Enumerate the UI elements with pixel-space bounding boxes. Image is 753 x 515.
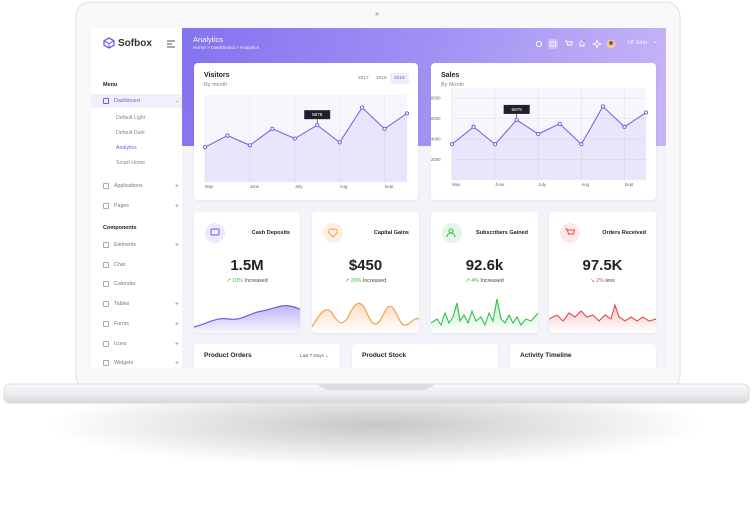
menu-label: Icons xyxy=(114,341,127,347)
menu-item[interactable]: Widgets + xyxy=(103,357,182,368)
menu-item[interactable]: Elements + xyxy=(103,239,182,251)
submenu-item[interactable]: Smart Home xyxy=(116,160,146,166)
stat-value: 92.6k xyxy=(465,257,504,274)
stat-value: 97.5K xyxy=(582,257,623,274)
stat-value: 1.5M xyxy=(230,257,264,274)
menu-item[interactable]: Forms + xyxy=(103,318,182,330)
stat-title: Cash Deposits xyxy=(251,230,290,236)
year-tab[interactable]: 2018 xyxy=(376,76,387,81)
sidebar: Sofbox Menu Dashboard ⌄ Default Light Def… xyxy=(91,28,182,368)
stat-card: Orders Received 97.5K ↘ 2% less xyxy=(549,212,656,333)
menu-heading: Menu xyxy=(103,82,118,88)
logo xyxy=(103,37,115,49)
stat-percent: 4% xyxy=(471,278,479,284)
stat-change-text: less xyxy=(605,278,615,284)
shadow xyxy=(46,383,706,467)
menu-item[interactable]: Dashboard ⌄ xyxy=(91,94,182,108)
stat-change: ↗ 4% Increased xyxy=(465,278,504,284)
stat-icon xyxy=(442,223,462,243)
menu-item[interactable]: Pages + xyxy=(103,200,182,212)
menu-label: Forms xyxy=(114,321,130,327)
stat-change-text: Increased xyxy=(480,278,504,284)
sales-card: Sales By Month xyxy=(431,63,656,200)
card-subtitle: By Month xyxy=(441,82,465,88)
year-tab[interactable]: 2019 xyxy=(390,73,409,84)
sparkline xyxy=(194,305,300,333)
menu-label: Applications xyxy=(114,183,143,189)
sparkline xyxy=(549,303,656,333)
timeline-card: Activity Timeline xyxy=(510,344,656,368)
stat-title: Subscribers Gained xyxy=(476,230,528,236)
stat-change: ↗ 10% Increased xyxy=(226,278,268,284)
menu-label: Widgets xyxy=(114,360,134,366)
user-caret[interactable]: ⌄ xyxy=(653,39,659,45)
card-title: Sales xyxy=(441,72,460,79)
stat-icon xyxy=(560,223,580,243)
stat-icon xyxy=(323,223,343,243)
user-name[interactable]: Hi' John xyxy=(628,40,647,46)
menu-item[interactable]: Calendar xyxy=(103,278,182,290)
stat-change-text: Increased xyxy=(362,278,387,284)
notch xyxy=(318,384,434,390)
menu-item[interactable]: Applications + xyxy=(103,180,182,192)
breadcrumb[interactable]: Home > Dashboard > Analytics xyxy=(193,46,260,51)
card-title: Visitors xyxy=(204,72,230,79)
stat-card: Cash Deposits 1.5M ↗ 10% Increased xyxy=(194,212,300,333)
menu-label: Dashboard xyxy=(114,98,140,104)
stock-card: Product Stock xyxy=(352,344,498,368)
visitors-card: Visitors By month 2017 2018 2019 xyxy=(194,63,418,200)
orders-card: Product Orders Last 7 Days ⌄ xyxy=(194,344,340,368)
card-subtitle: By month xyxy=(204,82,228,88)
sparkline xyxy=(431,298,538,333)
brand[interactable]: Sofbox xyxy=(103,37,152,49)
menu-label: Tables xyxy=(114,301,130,307)
submenu-item[interactable]: Default Dark xyxy=(116,130,145,136)
stat-percent: 10% xyxy=(232,278,243,284)
camera xyxy=(375,12,379,16)
card-title: Product Stock xyxy=(362,352,407,359)
submenu-item[interactable]: Default Light xyxy=(116,115,146,121)
brand-name: Sofbox xyxy=(118,37,152,49)
menu-label: Chat xyxy=(114,262,126,268)
menu-label: Pages xyxy=(114,203,130,209)
filter[interactable]: Last 7 Days ⌄ xyxy=(300,353,329,358)
filter-label: Last 7 Days xyxy=(300,353,324,358)
header-icons xyxy=(535,38,616,50)
stat-change: ↗ 20% Increased xyxy=(344,278,387,284)
menu-label: Calendar xyxy=(114,281,136,287)
stat-change-text: Increased xyxy=(244,278,268,284)
components-heading: Components xyxy=(103,225,137,231)
stat-title: Orders Received xyxy=(602,230,646,236)
sparkline xyxy=(312,302,419,333)
menu-item[interactable]: Chat xyxy=(103,259,182,271)
stat-card: Subscribers Gained 92.6k ↗ 4% Increased xyxy=(431,212,538,333)
stat-percent: 2% xyxy=(596,278,604,284)
stat-value: $450 xyxy=(348,257,383,274)
screen: Sofbox Menu Dashboard ⌄ Default Light Def… xyxy=(91,28,666,368)
card-title: Product Orders xyxy=(204,352,252,359)
submenu-item[interactable]: Analytics xyxy=(116,145,137,151)
stat-percent: 20% xyxy=(350,278,362,284)
menu-item[interactable]: Tables + xyxy=(103,298,182,310)
year-tab[interactable]: 2017 xyxy=(358,76,369,81)
page-title: Analytics xyxy=(193,35,224,44)
card-title: Activity Timeline xyxy=(520,352,572,359)
stat-card: Capital Gains $450 ↗ 20% Increased xyxy=(312,212,419,333)
stat-change: ↘ 2% less xyxy=(590,278,615,284)
stat-icon xyxy=(205,223,225,243)
menu-toggle[interactable] xyxy=(167,40,176,48)
menu-label: Elements xyxy=(114,242,137,248)
stat-title: Capital Gains xyxy=(373,230,409,236)
menu-item[interactable]: Icons + xyxy=(103,338,182,350)
